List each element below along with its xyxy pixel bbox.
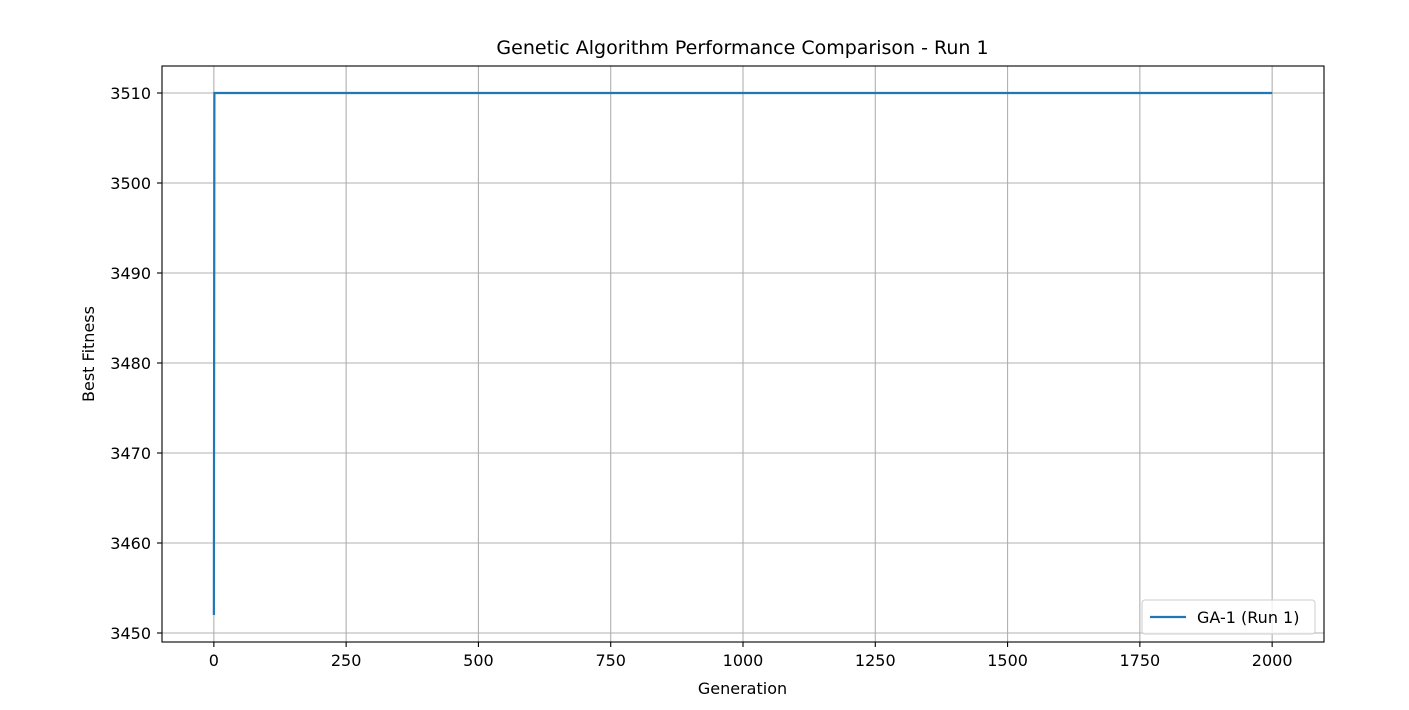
x-tick-label: 1000 <box>723 651 764 670</box>
y-tick-label: 3510 <box>110 84 151 103</box>
x-tick-label: 0 <box>209 651 219 670</box>
y-tick-label: 3460 <box>110 534 151 553</box>
legend-box <box>1141 599 1316 635</box>
x-tick-label: 2000 <box>1252 651 1293 670</box>
chart-title: Genetic Algorithm Performance Comparison… <box>496 37 988 59</box>
y-tick-label: 3470 <box>110 444 151 463</box>
x-axis-label: Generation <box>698 679 787 698</box>
x-tick-label: 500 <box>463 651 494 670</box>
grid <box>162 66 1324 642</box>
y-axis: 3450 3460 3470 3480 3490 3500 3510 <box>110 84 162 643</box>
y-axis-label: Best Fitness <box>79 306 98 402</box>
legend: GA-1 (Run 1) <box>1141 599 1316 635</box>
x-tick-label: 750 <box>595 651 626 670</box>
x-tick-label: 1500 <box>987 651 1028 670</box>
y-tick-label: 3500 <box>110 174 151 193</box>
series-line <box>212 91 1273 616</box>
legend-label: GA-1 (Run 1) <box>1197 608 1299 627</box>
x-tick-label: 1250 <box>855 651 896 670</box>
y-tick-label: 3490 <box>110 264 151 283</box>
x-tick-label: 250 <box>331 651 362 670</box>
y-tick-label: 3480 <box>110 354 151 373</box>
y-tick-label: 3450 <box>110 624 151 643</box>
x-tick-label: 1750 <box>1119 651 1160 670</box>
x-axis: 0 250 500 750 1000 1250 1500 1750 2000 <box>209 642 1293 670</box>
series-layer <box>212 91 1273 616</box>
